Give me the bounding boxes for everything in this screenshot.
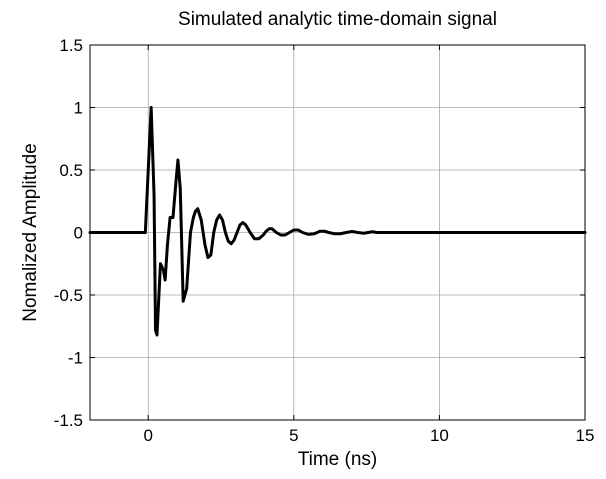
x-tick-label: 5 [289,426,298,445]
y-tick-label: 1.5 [59,36,83,55]
y-tick-label: 1 [74,99,83,118]
y-tick-label: -1.5 [54,411,83,430]
signal-line [88,106,587,337]
y-tick-label: -0.5 [54,286,83,305]
plot-area [88,106,587,337]
y-axis-label: Nomalized Amplitude [20,143,41,321]
y-tick-label: 0 [74,224,83,243]
x-tick-label: 15 [576,426,595,445]
x-axis-label: Time (ns) [298,449,378,470]
chart-title: Simulated analytic time-domain signal [178,9,497,30]
axis-ticks: 0 5 10 15 -1.5 -1 -0.5 0 0.5 1 1.5 [54,36,595,445]
y-tick-label: -1 [68,349,83,368]
y-tick-label: 0.5 [59,161,83,180]
x-tick-label: 0 [144,426,153,445]
x-tick-label: 10 [430,426,449,445]
